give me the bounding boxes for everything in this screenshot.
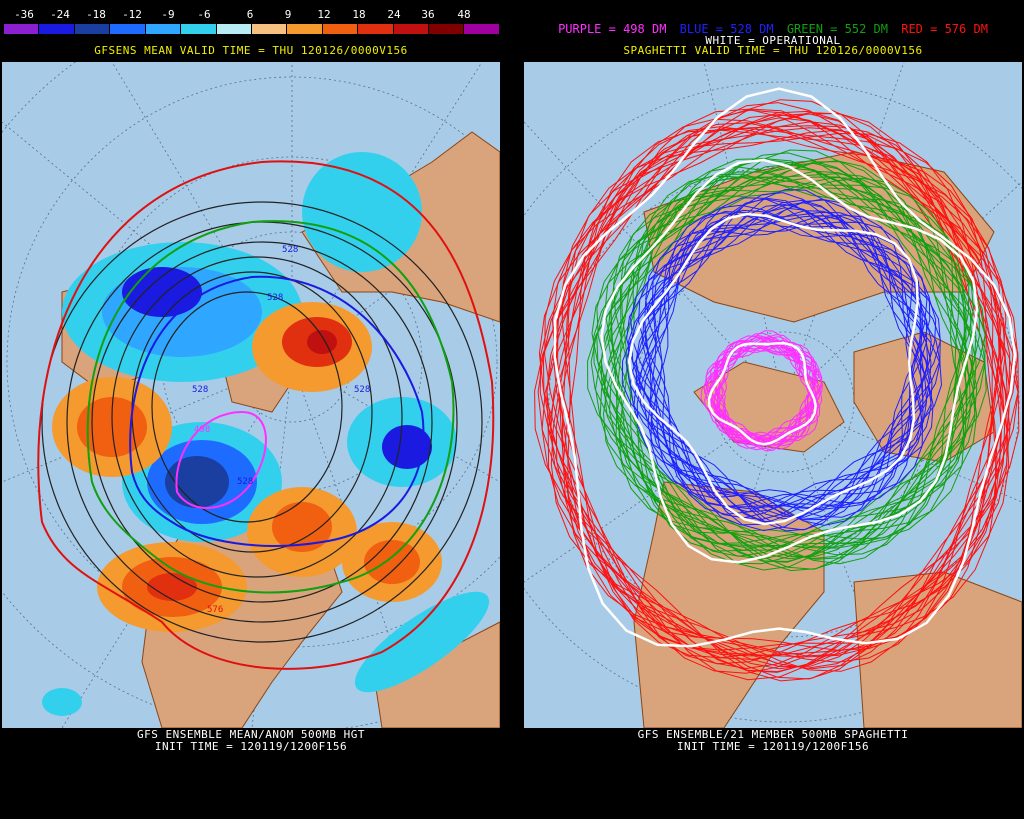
colorbar-label: -24 bbox=[50, 8, 70, 21]
right-top-title: SPAGHETTI VALID TIME = THU 120126/0000V1… bbox=[623, 44, 923, 57]
red-576-member bbox=[534, 127, 998, 673]
contour-label: 528 bbox=[192, 385, 208, 395]
colorbar-label: 36 bbox=[421, 8, 435, 21]
green-552-member bbox=[595, 166, 978, 560]
colorbar-label: 6 bbox=[246, 8, 254, 21]
left-bottom-title-1: GFS ENSEMBLE MEAN/ANOM 500MB HGT bbox=[137, 728, 365, 741]
operational-contour bbox=[553, 87, 1017, 648]
blue-528-member bbox=[625, 198, 924, 513]
552-contour bbox=[86, 220, 455, 594]
colorbar-label: 24 bbox=[387, 8, 401, 21]
colorbar-label: 18 bbox=[352, 8, 366, 21]
colorbar-segment bbox=[4, 24, 40, 34]
operational-label: WHITE = OPERATIONAL bbox=[705, 34, 841, 47]
operational-contour bbox=[600, 158, 979, 564]
purple-498-member bbox=[703, 339, 821, 446]
contour-label: 528 bbox=[267, 293, 283, 303]
right-bottom-title-1: GFS ENSEMBLE/21 MEMBER 500MB SPAGHETTI bbox=[637, 728, 909, 741]
colorbar-labels: -36 -24 -18 -12 -9 -6 6 9 12 18 24 36 48 bbox=[4, 8, 500, 22]
panel-separator bbox=[502, 0, 522, 819]
colorbar-segment bbox=[74, 24, 111, 34]
contour-labels: 528 528 528 498 528 528 576 bbox=[192, 245, 370, 615]
colorbar-segment bbox=[181, 24, 217, 34]
purple-498-member bbox=[709, 334, 816, 446]
legend-green: GREEN = 552 DM bbox=[786, 22, 888, 36]
spaghetti-map-svg bbox=[524, 62, 1022, 728]
africa-land bbox=[853, 571, 1022, 728]
legend-blue: BLUE = 528 DM bbox=[679, 22, 774, 36]
green-552-member bbox=[604, 167, 986, 549]
purple-498-member bbox=[714, 338, 822, 441]
red-576-member bbox=[541, 118, 1010, 670]
blue-528-member bbox=[636, 198, 931, 520]
contour-label: 528 bbox=[354, 385, 370, 395]
ensemble-mean-map: 528 528 528 498 528 528 576 bbox=[2, 62, 500, 728]
colorbar-segment bbox=[287, 24, 323, 34]
anomaly-colorbar bbox=[4, 24, 500, 34]
colorbar-segment bbox=[393, 24, 430, 34]
contour-label: 498 bbox=[194, 425, 210, 435]
colorbar-label: 12 bbox=[317, 8, 331, 21]
528-contour bbox=[129, 275, 425, 547]
colorbar-segment bbox=[464, 24, 500, 34]
colorbar-label: -36 bbox=[14, 8, 34, 21]
colorbar-segment bbox=[251, 24, 288, 34]
red-576-member bbox=[550, 132, 1003, 682]
colorbar-label: 48 bbox=[457, 8, 471, 21]
spaghetti-contours bbox=[534, 87, 1020, 682]
anomaly-shading bbox=[42, 152, 490, 716]
colorbar-label: 9 bbox=[284, 8, 292, 21]
576-contour bbox=[37, 160, 495, 670]
green-552-member bbox=[603, 177, 968, 572]
spaghetti-map bbox=[524, 62, 1022, 728]
contour-label: 528 bbox=[282, 245, 298, 255]
red-576-member bbox=[551, 117, 1019, 658]
contour-label: 528 bbox=[237, 477, 253, 487]
green-552-member bbox=[608, 175, 978, 563]
green-552-member bbox=[590, 159, 965, 551]
purple-498-member bbox=[714, 340, 823, 446]
blue-528-member bbox=[638, 207, 941, 511]
colorbar-segment bbox=[429, 24, 465, 34]
contour-label: 576 bbox=[207, 605, 223, 615]
left-top-title: GFSENS MEAN VALID TIME = THU 120126/0000… bbox=[94, 44, 408, 57]
legend-purple: PURPLE = 498 DM bbox=[558, 22, 667, 36]
purple-498-member bbox=[704, 334, 819, 444]
colorbar-label: -9 bbox=[161, 8, 175, 21]
red-576-member bbox=[537, 109, 997, 660]
red-576-member bbox=[562, 127, 1020, 668]
north-america-land bbox=[633, 481, 825, 728]
red-576-member bbox=[567, 113, 1019, 657]
colorbar-label: -18 bbox=[86, 8, 106, 21]
colorbar-segment bbox=[322, 24, 359, 34]
left-bottom-title-2: INIT TIME = 120119/1200F156 bbox=[154, 740, 348, 753]
colorbar-segment bbox=[216, 24, 252, 34]
spaghetti-panel: PURPLE = 498 DM BLUE = 528 DM GREEN = 55… bbox=[522, 0, 1024, 819]
blue-528-member bbox=[629, 204, 934, 520]
operational-contour bbox=[627, 212, 919, 526]
colorbar-segment bbox=[145, 24, 182, 34]
mean-map-svg: 528 528 528 498 528 528 576 bbox=[2, 62, 500, 728]
colorbar-segment bbox=[110, 24, 146, 34]
right-bottom-title-2: INIT TIME = 120119/1200F156 bbox=[676, 740, 870, 753]
operational-contour bbox=[707, 342, 817, 446]
colorbar-segment bbox=[39, 24, 75, 34]
colorbar-label: -6 bbox=[197, 8, 211, 21]
red-576-member bbox=[539, 122, 1002, 674]
498-contour bbox=[175, 410, 267, 509]
spaghetti-legend: PURPLE = 498 DM BLUE = 528 DM GREEN = 55… bbox=[522, 22, 1024, 36]
purple-498-member bbox=[710, 340, 823, 443]
legend-red: RED = 576 DM bbox=[901, 22, 988, 36]
colorbar-segment bbox=[358, 24, 394, 34]
blue-528-member bbox=[650, 202, 941, 509]
colorbar-label: -12 bbox=[122, 8, 142, 21]
green-552-member bbox=[618, 162, 986, 548]
ensemble-mean-panel: -36 -24 -18 -12 -9 -6 6 9 12 18 24 36 48… bbox=[0, 0, 502, 819]
land-masses bbox=[633, 151, 1022, 728]
